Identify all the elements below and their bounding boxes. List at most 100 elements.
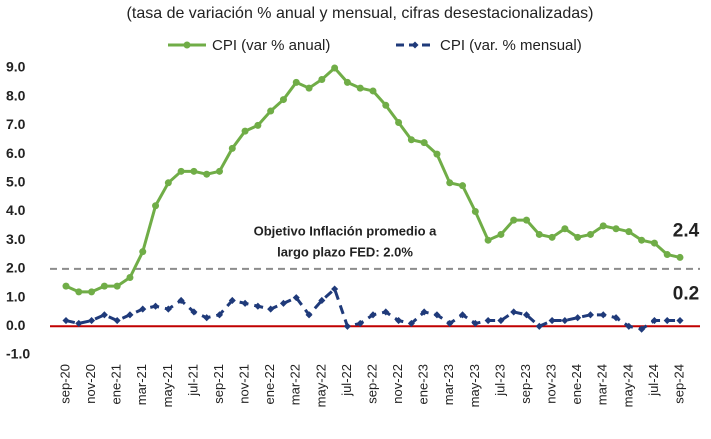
point	[292, 78, 300, 86]
point	[177, 167, 185, 175]
point	[522, 311, 531, 319]
x-tick-label: nov-22	[390, 364, 405, 404]
point	[267, 107, 275, 115]
point	[100, 311, 108, 319]
x-tick-label: ene-24	[569, 364, 584, 404]
point	[279, 96, 287, 104]
point	[228, 296, 236, 305]
annotation: largo plazo FED: 2.0%	[277, 244, 413, 259]
point	[638, 325, 646, 333]
point	[183, 41, 191, 49]
point	[139, 248, 147, 256]
point	[586, 230, 594, 238]
x-tick-label: sep-24	[671, 364, 686, 404]
point	[177, 296, 185, 305]
point	[471, 208, 479, 215]
point	[203, 314, 211, 322]
point	[420, 139, 428, 147]
point	[382, 101, 390, 109]
y-tick-label: 8.0	[6, 87, 26, 103]
point	[126, 311, 134, 319]
point	[420, 308, 428, 316]
point	[190, 167, 198, 175]
point	[241, 299, 249, 307]
y-tick-label: 4.0	[6, 202, 26, 218]
point	[343, 322, 351, 330]
point	[535, 230, 543, 238]
point	[510, 216, 518, 224]
point	[523, 216, 530, 224]
point	[318, 75, 326, 83]
point	[241, 127, 249, 135]
x-tick-label: nov-21	[237, 364, 252, 404]
point	[459, 311, 467, 319]
point	[625, 322, 633, 330]
x-tick-label: mar-22	[288, 364, 303, 405]
point	[356, 319, 364, 327]
point	[407, 319, 415, 327]
point	[446, 319, 454, 327]
x-tick-label: may-21	[160, 364, 175, 407]
y-tick-label: 1.0	[6, 288, 26, 304]
point	[331, 64, 339, 72]
x-tick-label: sep-23	[518, 364, 533, 404]
point	[407, 136, 415, 144]
point	[139, 305, 147, 313]
point	[638, 236, 646, 244]
x-tick-label: jul-23	[492, 364, 507, 397]
point	[561, 317, 569, 325]
point	[267, 305, 275, 313]
series-line	[65, 286, 680, 331]
point	[152, 202, 160, 210]
annotation: Objetivo Inflación promedio a	[254, 223, 438, 238]
x-tick-label: mar-23	[441, 364, 456, 405]
y-tick-label: 5.0	[6, 174, 26, 190]
point	[369, 311, 377, 319]
point	[369, 87, 377, 95]
y-tick-label: 6.0	[6, 145, 26, 161]
point	[663, 251, 671, 259]
point	[152, 302, 160, 310]
x-tick-label: ene-22	[262, 364, 277, 404]
point	[343, 78, 351, 86]
point	[382, 308, 390, 316]
point	[459, 182, 467, 190]
end-label: 2.4	[673, 220, 700, 241]
point	[254, 302, 262, 310]
point	[279, 299, 287, 307]
x-tick-label: nov-20	[83, 364, 98, 404]
point	[599, 311, 607, 319]
point	[331, 285, 339, 293]
point	[471, 319, 479, 327]
chart-title: (tasa de variación % anual y mensual, ci…	[127, 5, 594, 22]
point	[113, 282, 121, 290]
point	[548, 233, 556, 241]
point	[100, 282, 108, 290]
point	[292, 294, 300, 302]
point	[586, 311, 594, 319]
x-tick-label: mar-24	[595, 364, 610, 405]
x-tick-label: may-22	[313, 364, 328, 407]
x-tick-label: nov-23	[544, 364, 559, 404]
point	[574, 233, 582, 241]
x-tick-label: sep-21	[211, 364, 226, 404]
point	[612, 225, 620, 233]
point	[574, 314, 582, 322]
point	[215, 311, 224, 319]
point	[395, 317, 403, 325]
x-tick-label: jul-24	[646, 364, 661, 397]
x-tick-label: may-23	[467, 364, 482, 407]
point	[113, 317, 121, 325]
x-tick-label: mar-21	[134, 364, 149, 405]
point	[216, 167, 223, 175]
x-tick-label: jul-21	[185, 364, 200, 397]
point	[650, 239, 658, 247]
point	[395, 119, 403, 127]
point	[305, 311, 313, 319]
point	[254, 121, 262, 129]
point	[612, 314, 620, 322]
point	[356, 84, 364, 92]
legend-label: CPI (var. % mensual)	[440, 37, 582, 54]
point	[561, 225, 569, 233]
